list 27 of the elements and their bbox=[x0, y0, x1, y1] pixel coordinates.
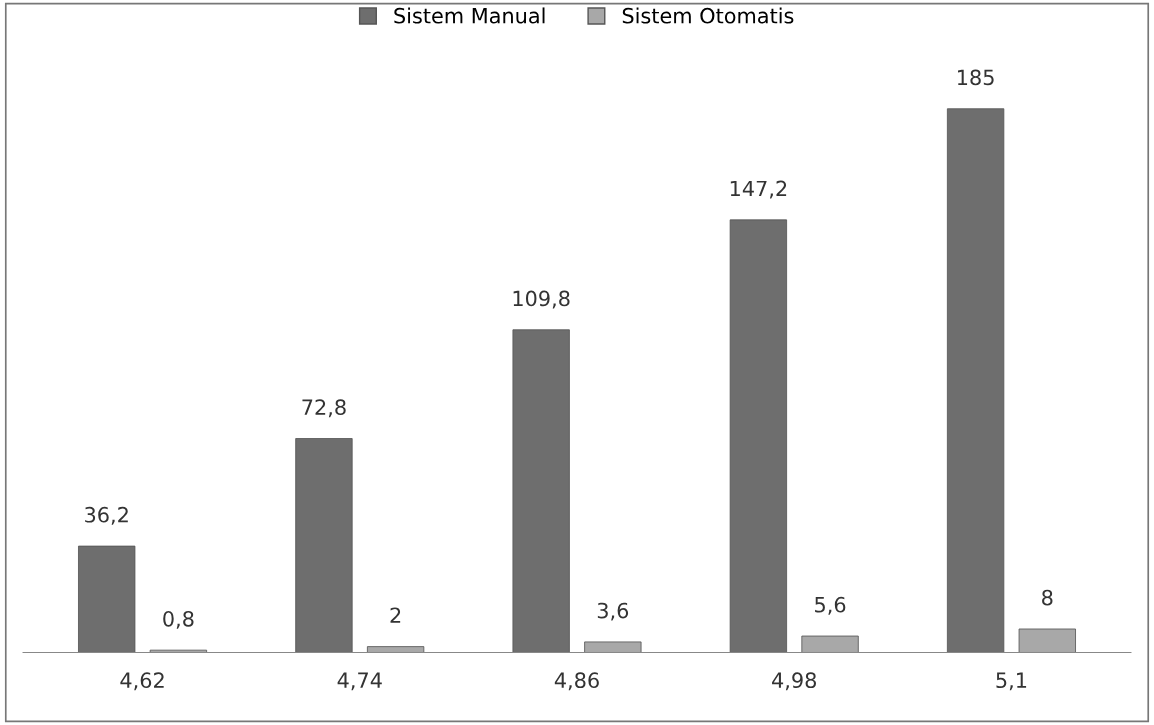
data-label: 8 bbox=[1042, 589, 1053, 606]
legend-label: Sistem Manual bbox=[394, 7, 545, 24]
x-tick-label: 4,86 bbox=[554, 672, 599, 691]
bar bbox=[295, 438, 353, 653]
data-label: 2 bbox=[390, 607, 401, 623]
x-tick-label: 4,62 bbox=[120, 672, 164, 691]
bar bbox=[729, 219, 788, 653]
data-label: 109,8 bbox=[513, 290, 570, 309]
legend-label: Sistem Otomatis bbox=[622, 7, 794, 24]
x-tick-label: 5,1 bbox=[996, 672, 1027, 691]
bar bbox=[149, 649, 208, 653]
data-label: 5,6 bbox=[815, 596, 846, 615]
data-label: 147,2 bbox=[730, 180, 787, 199]
bar bbox=[512, 329, 570, 653]
bar bbox=[584, 641, 642, 653]
data-label: 185 bbox=[958, 69, 994, 86]
bar bbox=[1018, 628, 1076, 653]
data-label: 3,6 bbox=[597, 602, 629, 621]
bar bbox=[366, 646, 425, 653]
data-label: 0,8 bbox=[163, 610, 194, 629]
bar bbox=[78, 545, 136, 653]
data-label: 36,2 bbox=[85, 506, 128, 525]
data-label: 72,8 bbox=[302, 399, 346, 418]
x-tick-label: 4,74 bbox=[337, 672, 382, 691]
bar bbox=[946, 108, 1005, 653]
x-tick-label: 4,98 bbox=[772, 672, 816, 691]
bar bbox=[801, 635, 859, 653]
